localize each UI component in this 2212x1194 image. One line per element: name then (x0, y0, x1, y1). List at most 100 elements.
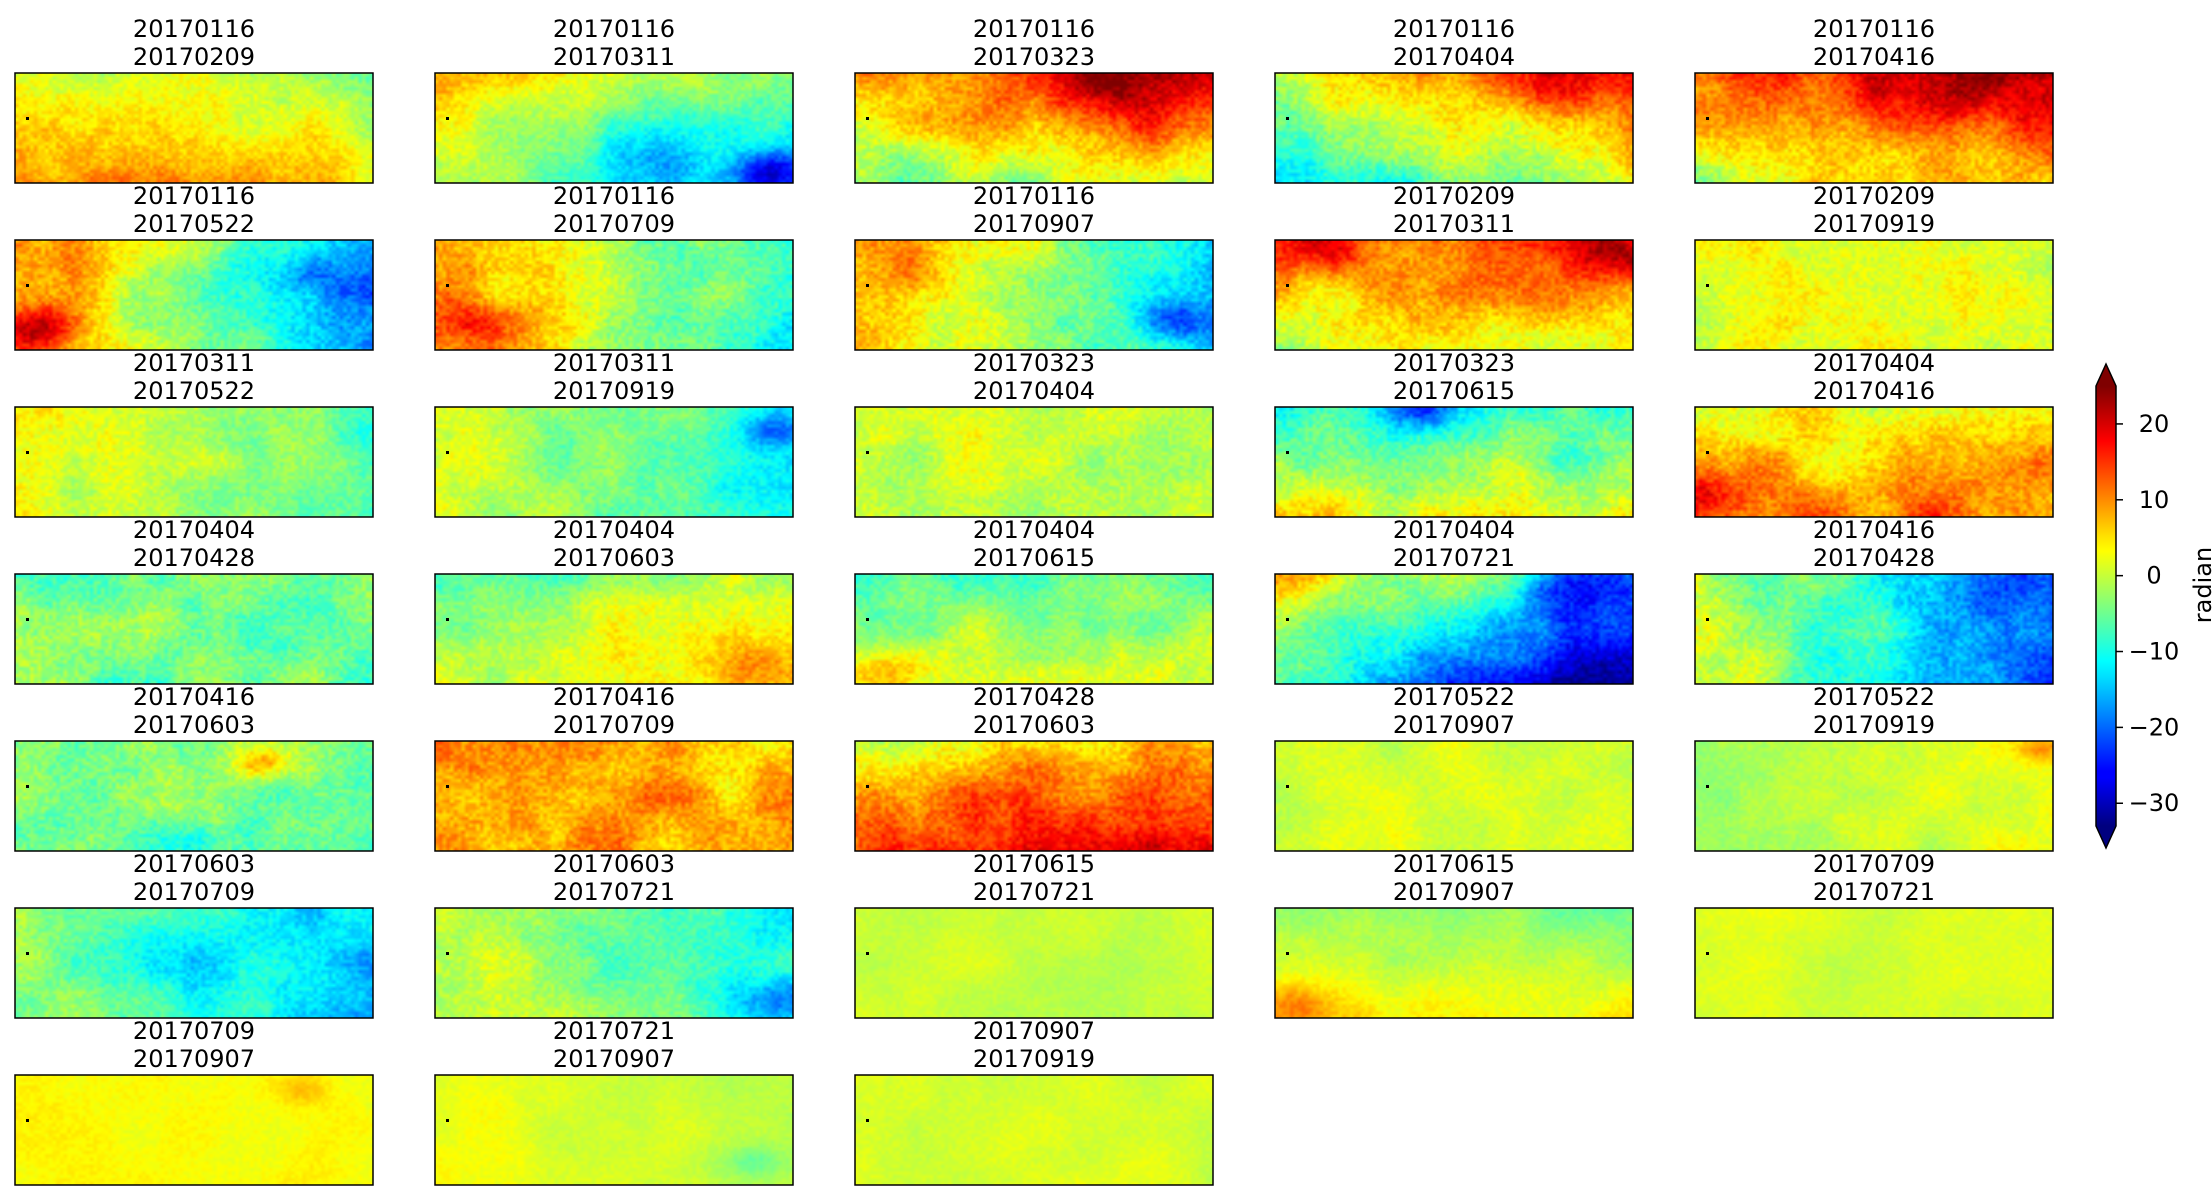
panel-frame (14, 907, 374, 1019)
reference-point-marker (26, 284, 29, 287)
panel-frame (1694, 740, 2054, 852)
panel-heatmap (1695, 574, 2053, 684)
panel-frame (434, 72, 794, 184)
panel-title-date2: 20170522 (133, 210, 255, 238)
colorbar: 20 10 0 −10 −20 −30 radian (2095, 362, 2212, 850)
panel-frame (14, 573, 374, 685)
panel-title-date2: 20170209 (133, 43, 255, 71)
colorbar-gradient (2096, 386, 2116, 826)
panel-title-date1: 20170603 (553, 850, 675, 878)
panel-frame (854, 907, 1214, 1019)
panel-title-date1: 20170116 (133, 182, 255, 210)
panel-title-date2: 20170907 (1393, 878, 1515, 906)
panel-title-date1: 20170311 (553, 349, 675, 377)
panel-frame (854, 72, 1214, 184)
reference-point-marker (446, 952, 449, 955)
panel-heatmap (1275, 73, 1633, 183)
panel-heatmap (435, 908, 793, 1018)
panel-heatmap (855, 73, 1213, 183)
reference-point-marker (26, 451, 29, 454)
panel-heatmap (15, 73, 373, 183)
reference-point-marker (1286, 284, 1289, 287)
panel-title-date2: 20170919 (1813, 711, 1935, 739)
panel-title-date2: 20170404 (1393, 43, 1515, 71)
reference-point-marker (866, 1119, 869, 1122)
panel-title-date1: 20170709 (1813, 850, 1935, 878)
panel-heatmap (15, 574, 373, 684)
panel-title-date1: 20170116 (133, 15, 255, 43)
panel-title-date1: 20170416 (1813, 516, 1935, 544)
reference-point-marker (446, 284, 449, 287)
panel-title-date1: 20170709 (133, 1017, 255, 1045)
panel-title-date1: 20170404 (1393, 516, 1515, 544)
panel-title-date1: 20170116 (553, 182, 675, 210)
reference-point-marker (1706, 451, 1709, 454)
reference-point-marker (1286, 952, 1289, 955)
panel-title-date1: 20170428 (973, 683, 1095, 711)
reference-point-marker (1706, 952, 1709, 955)
panel-frame (1274, 406, 1634, 518)
panel-frame (1274, 72, 1634, 184)
reference-point-marker (26, 785, 29, 788)
panel-grid: 2017011620170209201701162017031120170116… (14, 15, 2054, 1186)
colorbar-label: radian (2189, 547, 2212, 623)
panel-heatmap (855, 574, 1213, 684)
panel-heatmap (1695, 908, 2053, 1018)
panel-title-date2: 20170603 (973, 711, 1095, 739)
panel-heatmap (1275, 407, 1633, 517)
panel-title-date2: 20170428 (1813, 544, 1935, 572)
panel-title-date1: 20170404 (973, 516, 1095, 544)
reference-point-marker (866, 284, 869, 287)
panel-title-date2: 20170522 (133, 377, 255, 405)
panel-heatmap (435, 240, 793, 350)
panel-title-date2: 20170416 (1813, 43, 1935, 71)
panel-title-date1: 20170416 (133, 683, 255, 711)
panel-frame (14, 72, 374, 184)
colorbar-outline (2095, 362, 2117, 850)
panel-title-date2: 20170603 (553, 544, 675, 572)
panel-title-date2: 20170721 (1393, 544, 1515, 572)
reference-point-marker (1706, 785, 1709, 788)
panel-heatmap (1275, 240, 1633, 350)
panel-frame (434, 907, 794, 1019)
panel-title-date2: 20170603 (133, 711, 255, 739)
panel-title-date2: 20170721 (1813, 878, 1935, 906)
reference-point-marker (446, 785, 449, 788)
reference-point-marker (1706, 284, 1709, 287)
panel-heatmap (1275, 908, 1633, 1018)
panel-title-date1: 20170404 (553, 516, 675, 544)
reference-point-marker (26, 952, 29, 955)
panel-title-date1: 20170323 (1393, 349, 1515, 377)
panel-title-date2: 20170615 (973, 544, 1095, 572)
panel-frame (1694, 573, 2054, 685)
panel-frame (434, 740, 794, 852)
panel-title-date2: 20170919 (973, 1045, 1095, 1073)
panel-title-date1: 20170116 (1393, 15, 1515, 43)
panel-title-date1: 20170907 (973, 1017, 1095, 1045)
panel-frame (14, 406, 374, 518)
panel-title-date2: 20170709 (553, 210, 675, 238)
panel-frame (434, 239, 794, 351)
panel-title-date1: 20170116 (973, 182, 1095, 210)
panel-heatmap (855, 1075, 1213, 1185)
reference-point-marker (866, 952, 869, 955)
panel-frame (854, 740, 1214, 852)
panel-title-date2: 20170428 (133, 544, 255, 572)
reference-point-marker (1286, 117, 1289, 120)
panel-title-date1: 20170323 (973, 349, 1095, 377)
panel-heatmap (855, 407, 1213, 517)
panel-heatmap (15, 741, 373, 851)
panel-heatmap (15, 240, 373, 350)
panel-frame (1694, 72, 2054, 184)
panel-heatmap (855, 741, 1213, 851)
